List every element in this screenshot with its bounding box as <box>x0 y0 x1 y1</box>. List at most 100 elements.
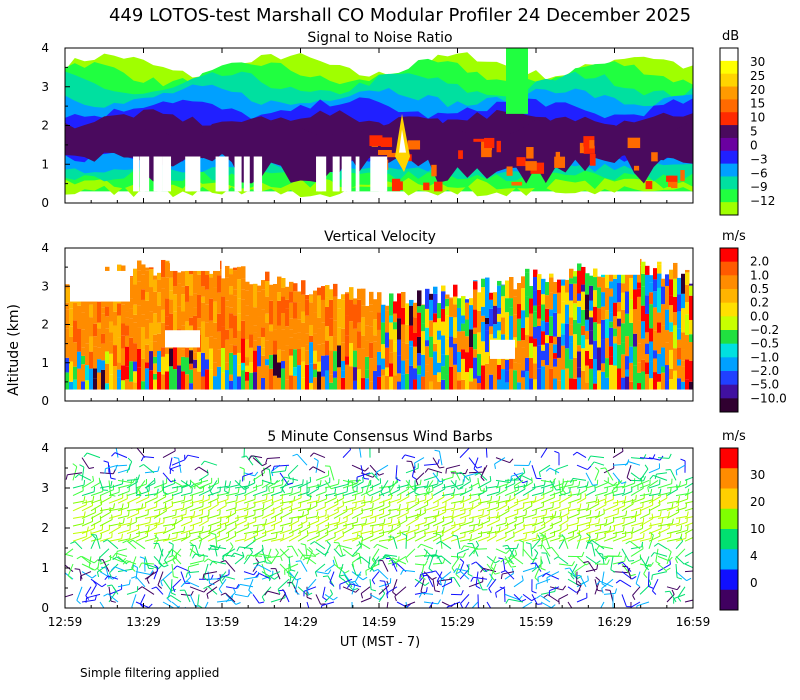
wind-barb <box>602 554 605 565</box>
wind-barb-flag <box>668 453 672 459</box>
wind-barb <box>234 499 246 504</box>
wind-barb-flag <box>408 525 410 531</box>
vv-cell <box>557 292 562 314</box>
vv-cell <box>465 352 470 373</box>
wind-barb <box>115 552 128 557</box>
wind-barb <box>414 504 428 512</box>
wind-barb <box>612 535 626 542</box>
wind-barb <box>405 484 421 489</box>
wind-barb-flag <box>652 494 654 500</box>
wind-barb <box>225 500 237 504</box>
wind-barb <box>135 506 146 512</box>
vv-cell <box>133 268 138 285</box>
wind-barb <box>160 571 173 582</box>
y-tick-label: 4 <box>41 41 49 55</box>
wind-barb-flag <box>281 526 284 532</box>
wind-barb-flag <box>228 488 231 494</box>
y-tick-label: 0 <box>41 601 49 615</box>
vv-cell <box>537 368 542 390</box>
wind-barb-flag <box>595 560 601 564</box>
wind-barb-flag <box>131 576 137 579</box>
wind-barb-flag <box>597 552 603 555</box>
wind-barb <box>135 535 148 542</box>
vv-cell <box>517 340 522 364</box>
vv-cell <box>201 270 206 287</box>
wind-barb <box>315 460 319 473</box>
wind-barb-flag <box>452 534 458 537</box>
vv-cell <box>81 364 86 382</box>
wind-barb <box>234 514 248 519</box>
wind-barb-flag <box>91 574 97 579</box>
wind-barb-flag <box>425 587 428 593</box>
wind-barb <box>396 496 410 504</box>
wind-barb <box>224 560 236 572</box>
vv-cell <box>177 272 182 284</box>
wind-barb <box>198 530 211 535</box>
wind-barb <box>522 482 533 489</box>
vv-cell <box>161 356 166 375</box>
wind-barb <box>138 480 146 490</box>
wind-barb <box>86 593 101 599</box>
wind-barb <box>81 457 90 469</box>
wind-barb <box>338 544 353 550</box>
wind-barb <box>216 574 230 580</box>
vv-cell <box>653 307 658 331</box>
vv-cell <box>401 374 406 390</box>
vv-cell <box>649 304 654 329</box>
wind-barb <box>198 520 209 527</box>
wind-barb <box>570 563 578 576</box>
wind-barb <box>486 556 496 564</box>
wind-barb-flag <box>109 507 112 513</box>
vv-cell <box>409 346 414 366</box>
wind-barb-flag <box>248 480 251 486</box>
vv-cell <box>657 353 662 374</box>
wind-barb <box>603 467 615 474</box>
vv-cell <box>577 293 582 301</box>
vv-cell <box>185 357 190 375</box>
wind-barb <box>432 579 436 591</box>
wind-barb-flag <box>560 493 566 496</box>
wind-barb <box>180 529 194 535</box>
wind-barb-flag <box>675 470 678 476</box>
figure-title: 449 LOTOS-test Marshall CO Modular Profi… <box>109 5 691 26</box>
vv-cell <box>133 361 138 372</box>
wind-barb <box>567 513 580 519</box>
vv-cell <box>677 294 682 312</box>
wind-barb <box>187 571 200 574</box>
snr-gap <box>332 156 339 192</box>
vv-cell <box>517 304 522 319</box>
vv-cell <box>153 334 158 342</box>
wind-barb <box>648 515 661 519</box>
wind-barb-flag <box>305 516 308 522</box>
wind-barb <box>463 545 479 550</box>
vv-cell <box>653 279 658 292</box>
wind-barb <box>108 522 124 527</box>
wind-barb <box>218 578 227 590</box>
wind-barb <box>382 560 389 572</box>
wind-barb <box>280 548 290 557</box>
wind-barb-flag <box>115 551 118 557</box>
vv-cell <box>145 300 150 320</box>
wind-barb-flag <box>156 488 159 494</box>
vv-cell <box>437 339 442 363</box>
wind-barb <box>486 530 500 535</box>
wind-barb <box>99 601 105 608</box>
colorbar-label: 0.0 <box>750 309 769 323</box>
vv-cell <box>585 382 590 390</box>
vv-cell <box>509 315 514 341</box>
vv-cell <box>573 319 578 335</box>
vv-cell <box>489 361 494 375</box>
vv-cell <box>213 322 218 339</box>
wind-barb <box>261 571 275 580</box>
snr-patch <box>423 182 430 191</box>
wind-barb-flag <box>360 593 364 599</box>
wind-barb <box>630 527 643 535</box>
wind-barb <box>536 578 551 585</box>
vv-cell <box>657 332 662 354</box>
wind-barb-flag <box>310 541 315 545</box>
wind-barb-flag <box>317 483 320 489</box>
wind-barb <box>513 580 524 588</box>
wind-barb <box>675 556 685 565</box>
vv-cell <box>453 284 458 297</box>
wind-barb-flag <box>254 553 259 559</box>
